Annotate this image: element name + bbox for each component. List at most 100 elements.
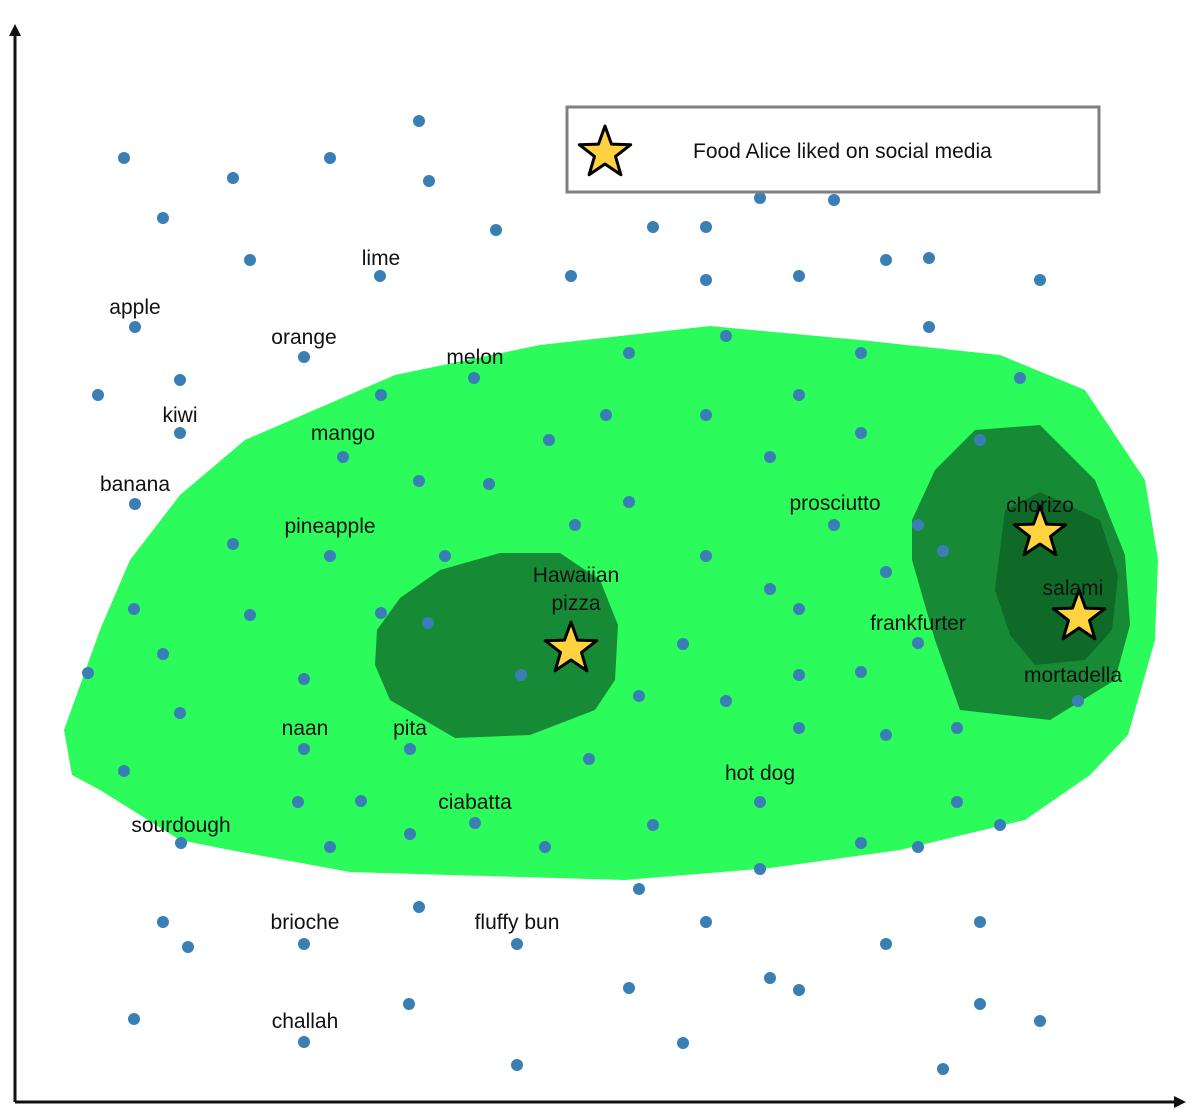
food-point — [375, 607, 387, 619]
food-point — [974, 434, 986, 446]
food-point — [764, 451, 776, 463]
label-prosciutto: prosciutto — [789, 492, 880, 515]
food-point — [754, 796, 766, 808]
food-point — [128, 603, 140, 615]
label-frankfurter: frankfurter — [870, 612, 966, 635]
food-point — [880, 938, 892, 950]
food-point — [413, 115, 425, 127]
food-point — [174, 707, 186, 719]
label-brioche: brioche — [271, 911, 340, 934]
food-point — [1014, 372, 1026, 384]
food-point — [128, 1013, 140, 1025]
food-point — [623, 982, 635, 994]
label-salami: salami — [1043, 577, 1104, 600]
food-point — [515, 669, 527, 681]
label-melon: melon — [446, 346, 503, 369]
food-point — [439, 550, 451, 562]
food-point — [633, 690, 645, 702]
food-point — [511, 1059, 523, 1071]
star-salami — [1051, 588, 1107, 641]
food-point — [403, 998, 415, 1010]
food-point — [720, 695, 732, 707]
food-point — [82, 667, 94, 679]
food-point — [912, 841, 924, 853]
food-points — [82, 115, 1084, 1075]
food-point — [937, 1063, 949, 1075]
food-point — [227, 538, 239, 550]
food-point — [118, 152, 130, 164]
food-point — [677, 638, 689, 650]
food-point — [583, 753, 595, 765]
food-point — [974, 998, 986, 1010]
food-point — [355, 795, 367, 807]
food-point — [324, 152, 336, 164]
food-point — [539, 841, 551, 853]
food-point — [912, 637, 924, 649]
food-point — [855, 427, 867, 439]
food-point — [244, 609, 256, 621]
food-point — [423, 175, 435, 187]
label-orange: orange — [271, 326, 336, 349]
label-chorizo: chorizo — [1006, 494, 1074, 517]
food-point — [623, 496, 635, 508]
food-point — [469, 817, 481, 829]
food-point — [1034, 274, 1046, 286]
food-point — [292, 796, 304, 808]
food-point — [244, 254, 256, 266]
food-point — [764, 583, 776, 595]
food-point — [404, 828, 416, 840]
label-kiwi: kiwi — [163, 404, 198, 427]
region-outer — [64, 326, 1158, 880]
label-lime: lime — [362, 247, 401, 270]
star-chorizo — [1012, 504, 1068, 557]
food-point — [118, 765, 130, 777]
food-point — [324, 550, 336, 562]
food-point — [543, 434, 555, 446]
food-point — [793, 603, 805, 615]
label-fluffy-bun: fluffy bun — [475, 911, 560, 934]
food-point — [182, 941, 194, 953]
food-point — [647, 221, 659, 233]
food-point — [157, 648, 169, 660]
legend-label: Food Alice liked on social media — [693, 140, 992, 163]
food-point — [647, 819, 659, 831]
label-sourdough: sourdough — [131, 814, 230, 837]
food-point — [880, 566, 892, 578]
food-point — [227, 172, 239, 184]
label-mango: mango — [311, 422, 375, 445]
food-point — [855, 837, 867, 849]
food-point — [1034, 1015, 1046, 1027]
legend-box — [565, 105, 1101, 194]
food-point — [923, 252, 935, 264]
food-point — [600, 409, 612, 421]
label-apple: apple — [109, 296, 160, 319]
food-point — [374, 270, 386, 282]
label-mortadella: mortadella — [1024, 664, 1122, 687]
label-naan: naan — [282, 717, 329, 740]
label-banana: banana — [100, 473, 170, 496]
label-hawaiian: Hawaiian — [533, 564, 619, 587]
food-point — [700, 916, 712, 928]
food-point — [764, 972, 776, 984]
legend-star-shape — [577, 124, 633, 177]
food-point — [700, 550, 712, 562]
label-pizza: pizza — [551, 592, 600, 615]
food-point — [157, 212, 169, 224]
food-point — [468, 372, 480, 384]
food-point — [174, 374, 186, 386]
food-point — [490, 224, 502, 236]
food-point — [298, 673, 310, 685]
food-point — [720, 330, 732, 342]
food-point — [793, 669, 805, 681]
food-point — [337, 451, 349, 463]
food-point — [880, 254, 892, 266]
food-point — [793, 389, 805, 401]
food-point — [793, 270, 805, 282]
food-point — [974, 916, 986, 928]
food-point — [129, 321, 141, 333]
food-point — [298, 743, 310, 755]
food-point — [324, 841, 336, 853]
food-point — [175, 837, 187, 849]
food-point — [511, 938, 523, 950]
